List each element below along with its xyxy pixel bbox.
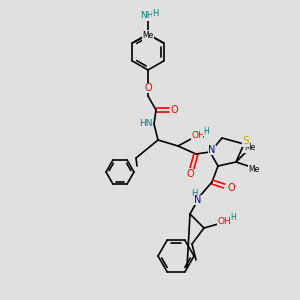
Text: H: H: [191, 190, 197, 199]
Text: O: O: [227, 183, 235, 193]
Text: O: O: [170, 105, 178, 115]
Text: Me: Me: [244, 143, 256, 152]
Text: H: H: [152, 8, 159, 17]
Text: H: H: [203, 127, 209, 136]
Text: N: N: [208, 145, 216, 155]
Text: Me: Me: [142, 31, 153, 40]
Text: Me: Me: [143, 32, 154, 40]
Text: NH: NH: [140, 11, 154, 20]
Text: OH: OH: [191, 131, 205, 140]
Text: S: S: [243, 136, 249, 146]
Text: O: O: [144, 83, 152, 93]
Text: N: N: [194, 195, 202, 205]
Text: OH: OH: [217, 218, 231, 226]
Text: O: O: [186, 169, 194, 179]
Text: Me: Me: [248, 164, 260, 173]
Text: HN: HN: [139, 119, 153, 128]
Text: H: H: [230, 214, 236, 223]
